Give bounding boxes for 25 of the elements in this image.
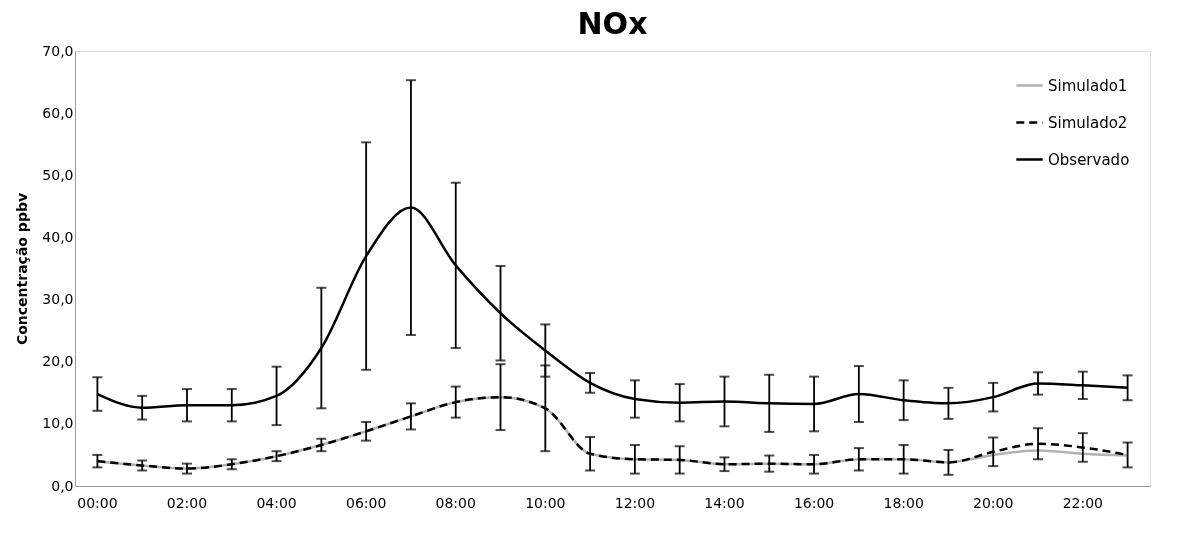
y-tick-label: 40,0	[42, 228, 74, 245]
y-tick-label: 30,0	[42, 291, 74, 308]
y-axis-title: Concentração ppbv	[14, 192, 31, 346]
x-tick-label: 06:00	[345, 494, 387, 511]
x-tick-label: 14:00	[704, 494, 745, 511]
legend-label: Simulado1	[1048, 76, 1128, 95]
x-tick-label: 00:00	[77, 494, 118, 511]
x-tick-label: 22:00	[1062, 494, 1103, 511]
y-tick-label: 50,0	[42, 166, 74, 183]
y-tick-label: 10,0	[42, 415, 74, 432]
x-tick-label: 20:00	[973, 494, 1014, 511]
x-tick-label: 12:00	[614, 494, 656, 511]
legend-label: Observado	[1048, 150, 1130, 169]
y-tick-label: 70,0	[42, 42, 74, 59]
chart-title: NOx	[577, 6, 648, 41]
y-tick-label: 0,0	[51, 477, 74, 494]
x-tick-label: 16:00	[793, 494, 835, 511]
legend-label: Simulado2	[1048, 113, 1128, 132]
x-tick-label: 04:00	[256, 494, 297, 511]
x-tick-label: 08:00	[435, 494, 476, 511]
x-tick-label: 02:00	[166, 494, 208, 511]
x-tick-label: 18:00	[883, 494, 924, 511]
y-tick-label: 20,0	[42, 353, 74, 370]
y-tick-label: 60,0	[42, 104, 74, 121]
x-tick-label: 10:00	[525, 494, 566, 511]
